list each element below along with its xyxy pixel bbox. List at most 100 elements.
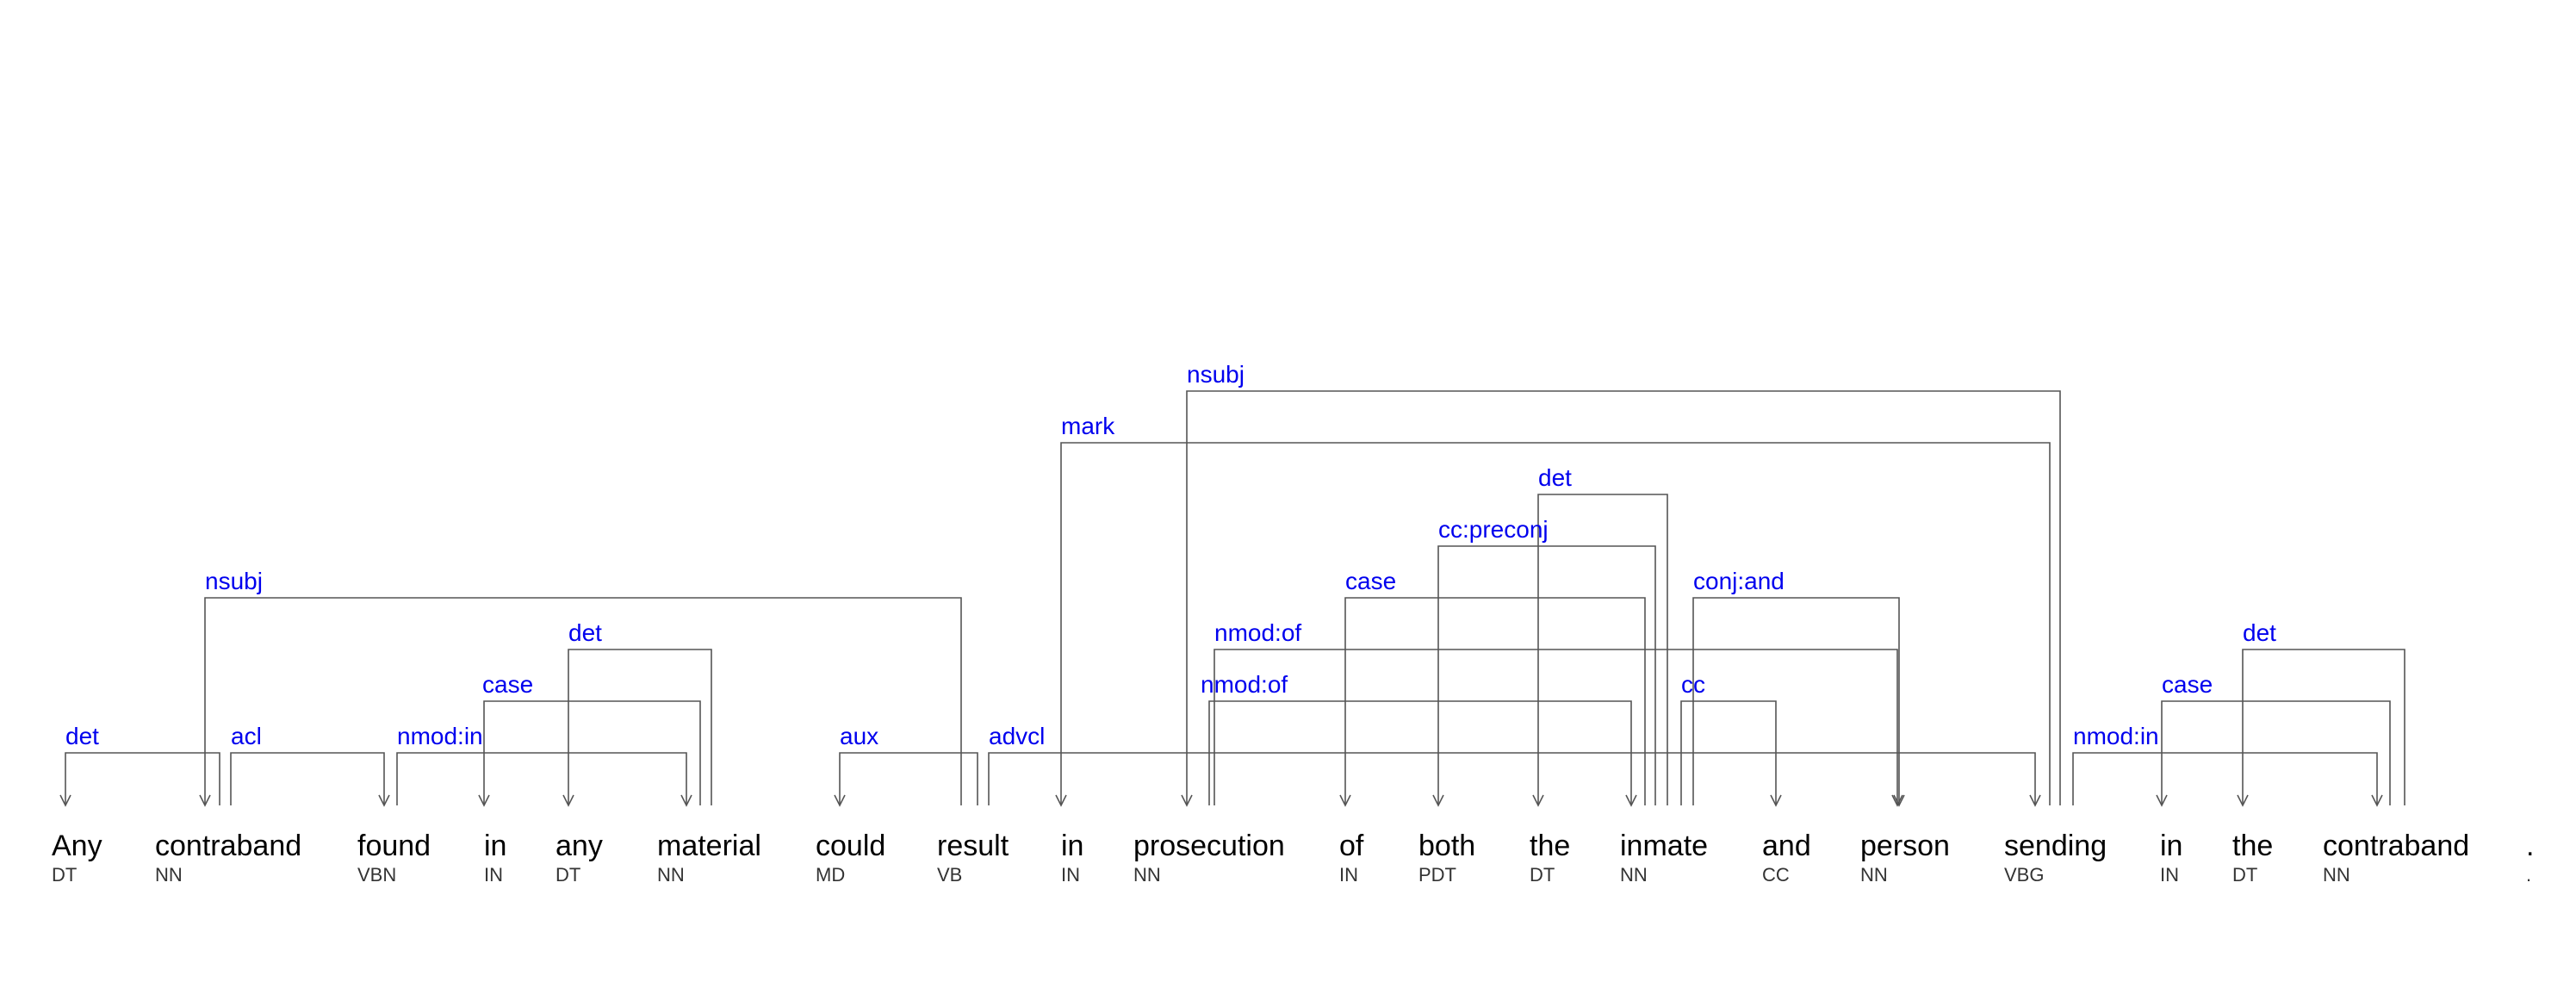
token-word: contraband: [2323, 830, 2469, 862]
relation-label-layer: det nsubj acl nmod:in case det aux advcl mark nsu…: [65, 361, 2276, 749]
dependency-arc: [568, 649, 712, 805]
token-pos-tag: VB: [937, 864, 962, 886]
token-word: sending: [2004, 830, 2107, 862]
token-word: .: [2526, 830, 2534, 862]
dependency-arc: [1537, 494, 1668, 805]
relation-label: det: [65, 723, 99, 749]
arrowhead-icon: [2371, 794, 2383, 807]
relation-label: advcl: [989, 723, 1045, 749]
relation-label: conj:and: [1693, 568, 1785, 594]
token-word: in: [2160, 830, 2182, 862]
dependency-arc: [1344, 597, 1646, 805]
arrowhead-icon: [1625, 794, 1637, 807]
dependency-arc: [230, 752, 385, 805]
relation-label: det: [568, 619, 602, 646]
token-word: in: [1061, 830, 1083, 862]
token: ..: [2526, 830, 2534, 886]
token-pos-tag: IN: [1339, 864, 1358, 886]
arrowhead-icon: [1532, 794, 1544, 807]
token-pos-tag: VBG: [2004, 864, 2044, 886]
dependency-arc: [1214, 649, 1898, 805]
relation-label: case: [1345, 568, 1396, 594]
relation-label: case: [2162, 671, 2213, 698]
dependency-arc: [1186, 390, 2061, 805]
arrowhead-icon: [1432, 794, 1444, 807]
dependency-arc: [1208, 700, 1632, 805]
token-pos-tag: DT: [556, 864, 580, 886]
token-word: material: [657, 830, 761, 862]
relation-label: cc:preconj: [1438, 516, 1549, 543]
token-pos-tag: PDT: [1418, 864, 1456, 886]
token-word: could: [816, 830, 885, 862]
dependency-arc: [1060, 442, 2051, 805]
token-pos-tag: MD: [816, 864, 845, 886]
token-word: and: [1762, 830, 1811, 862]
token-pos-tag: DT: [52, 864, 77, 886]
relation-label: nmod:of: [1201, 671, 1288, 698]
arrowhead-icon: [834, 794, 846, 807]
relation-label: nmod:of: [1214, 619, 1301, 646]
relation-label: det: [2243, 619, 2276, 646]
arc-layer: [59, 390, 2405, 807]
token-word: in: [484, 830, 506, 862]
token-word: both: [1418, 830, 1475, 862]
token-pos-tag: NN: [2323, 864, 2350, 886]
token-pos-tag: NN: [1133, 864, 1161, 886]
token-pos-tag: IN: [2160, 864, 2179, 886]
dependency-arc: [483, 700, 701, 805]
dependency-arc: [988, 752, 2036, 805]
dependency-arc: [204, 597, 962, 805]
token-pos-tag: DT: [2232, 864, 2257, 886]
arrowhead-icon: [1055, 794, 1067, 807]
relation-label: nmod:in: [397, 723, 483, 749]
arrowhead-icon: [1181, 794, 1193, 807]
token-word: found: [357, 830, 431, 862]
token-word: the: [2232, 830, 2273, 862]
token-pos-tag: VBN: [357, 864, 396, 886]
dependency-arc: [839, 752, 978, 805]
relation-label: nsubj: [205, 568, 263, 594]
arrowhead-icon: [562, 794, 574, 807]
arrowhead-icon: [478, 794, 490, 807]
token-pos-tag: IN: [484, 864, 503, 886]
arrowhead-icon: [1893, 794, 1905, 807]
arrowhead-icon: [2237, 794, 2249, 807]
arrowhead-icon: [199, 794, 211, 807]
token-word: person: [1860, 830, 1950, 862]
token-word: any: [556, 830, 603, 862]
arrowhead-icon: [680, 794, 692, 807]
dependency-arc: [2072, 752, 2378, 805]
token-pos-tag: DT: [1530, 864, 1555, 886]
relation-label: aux: [840, 723, 878, 749]
relation-label: nsubj: [1187, 361, 1245, 388]
relation-label: det: [1538, 464, 1572, 491]
dependency-arc: [1680, 700, 1777, 805]
token-pos-tag: IN: [1061, 864, 1080, 886]
token-pos-tag: CC: [1762, 864, 1790, 886]
token-pos-tag: NN: [155, 864, 183, 886]
token-word: result: [937, 830, 1009, 862]
token-word: contraband: [155, 830, 301, 862]
token-pos-tag: NN: [1620, 864, 1648, 886]
dependency-arc: [1437, 545, 1656, 805]
relation-label: acl: [231, 723, 262, 749]
relation-label: mark: [1061, 413, 1115, 439]
relation-label: case: [482, 671, 533, 698]
token-word: Any: [52, 830, 102, 862]
